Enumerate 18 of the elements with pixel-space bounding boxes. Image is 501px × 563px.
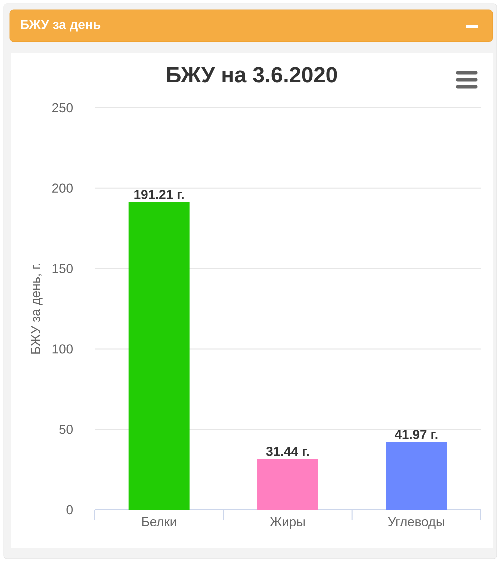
x-tick-label: Белки: [142, 518, 176, 527]
y-tick-label: 200: [52, 184, 73, 193]
y-tick-label: 0: [66, 505, 73, 515]
y-tick-label: 250: [52, 103, 73, 113]
x-tick-label: Углеводы: [388, 518, 444, 529]
bar: [128, 202, 190, 510]
y-axis-title: БЖУ за день, г.: [31, 264, 43, 354]
bar: [258, 459, 318, 510]
y-tick-label: 100: [52, 344, 73, 354]
y-tick-label: 50: [60, 425, 73, 434]
data-label: 191.21 г.: [134, 190, 184, 200]
bar: [386, 442, 448, 510]
y-tick-label: 150: [52, 264, 73, 274]
data-label: 41.97 г.: [395, 430, 438, 440]
x-tick-label: Жиры: [270, 518, 305, 530]
data-label: 31.44 г.: [266, 447, 309, 456]
text: БЖУ за день: [21, 20, 101, 32]
chart-title: БЖУ на 3.6.2020: [167, 67, 338, 83]
